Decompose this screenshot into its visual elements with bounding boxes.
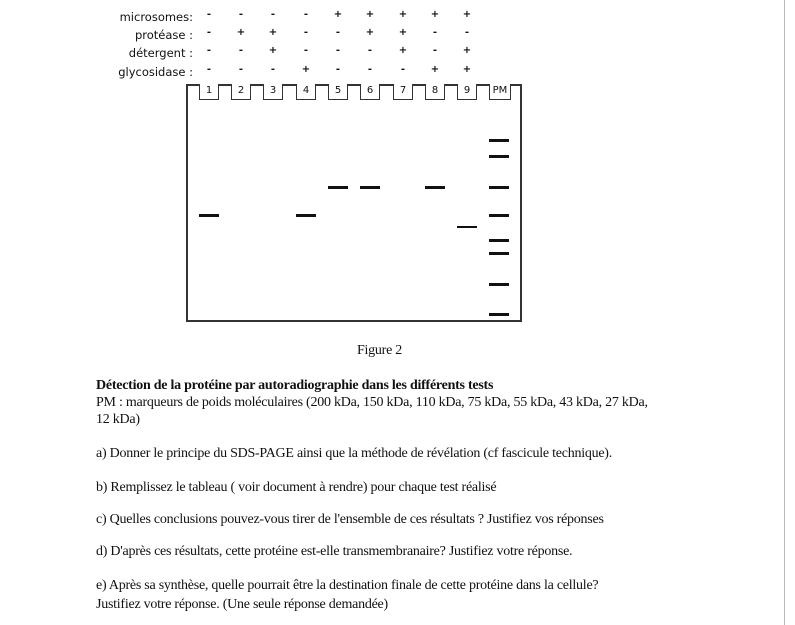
protein-band-lane-8 (425, 186, 445, 189)
condition-sign: + (333, 9, 343, 20)
condition-sign: - (303, 27, 309, 38)
gel-image: 1 2 3 4 5 6 7 8 9 PM (186, 84, 522, 322)
condition-sign: + (462, 9, 472, 20)
protein-band-lane-6 (360, 186, 380, 189)
condition-sign: - (206, 9, 212, 20)
condition-sign: - (270, 9, 276, 20)
question-d: d) D'après ces résultats, cette protéine… (96, 544, 573, 559)
marker-band-150kDa (489, 155, 509, 158)
condition-sign: - (432, 45, 438, 56)
well-lane-8: 8 (425, 84, 445, 100)
condition-sign: - (206, 27, 212, 38)
condition-sign: - (335, 27, 341, 38)
condition-sign: - (206, 45, 212, 56)
condition-sign: + (430, 9, 440, 20)
condition-sign: - (464, 27, 470, 38)
marker-band-12kDa (489, 313, 509, 316)
marker-band-200kDa (489, 139, 509, 142)
condition-sign: + (462, 45, 472, 56)
condition-sign: - (367, 45, 373, 56)
figure-caption: Figure 2 (357, 343, 403, 358)
well-lane-5: 5 (328, 84, 348, 100)
condition-sign: - (367, 64, 373, 75)
condition-sign: - (303, 9, 309, 20)
legend-line-2: 12 kDa) (96, 412, 140, 427)
well-lane-9: 9 (457, 84, 477, 100)
condition-sign: + (268, 27, 278, 38)
condition-label: glycosidase : (118, 65, 193, 79)
well-lane-7: 7 (393, 84, 413, 100)
well-lane-4: 4 (296, 84, 316, 100)
marker-band-43kDa (489, 252, 509, 255)
condition-sign: + (398, 9, 408, 20)
condition-sign: + (365, 9, 375, 20)
well-lane-1: 1 (199, 84, 219, 100)
condition-label: microsomes: (119, 10, 193, 24)
condition-sign: - (206, 64, 212, 75)
question-a: a) Donner le principe du SDS-PAGE ainsi … (96, 446, 612, 461)
condition-sign: - (238, 45, 244, 56)
condition-sign: + (301, 64, 311, 75)
marker-band-110kDa (489, 186, 509, 189)
condition-sign: + (268, 45, 278, 56)
well-lane-3: 3 (263, 84, 283, 100)
condition-sign: + (462, 64, 472, 75)
well-lane-PM: PM (489, 84, 511, 100)
question-b: b) Remplissez le tableau ( voir document… (96, 480, 497, 495)
condition-sign: + (365, 27, 375, 38)
marker-band-55kDa (489, 239, 509, 242)
protein-band-lane-9 (457, 225, 477, 229)
condition-sign: - (238, 9, 244, 20)
condition-sign: - (303, 45, 309, 56)
question-e-continued: Justifiez votre réponse. (Une seule répo… (96, 597, 388, 612)
legend-line-1: PM : marqueurs de poids moléculaires (20… (96, 395, 648, 410)
condition-sign: + (398, 27, 408, 38)
marker-band-27kDa (489, 283, 509, 286)
condition-sign: + (430, 64, 440, 75)
well-lane-2: 2 (231, 84, 251, 100)
question-c: c) Quelles conclusions pouvez-vous tirer… (96, 512, 604, 527)
condition-sign: + (398, 45, 408, 56)
figure-title: Détection de la protéine par autoradiogr… (96, 378, 494, 393)
well-lane-6: 6 (360, 84, 380, 100)
condition-sign: - (400, 64, 406, 75)
condition-sign: - (335, 64, 341, 75)
protein-band-lane-4 (296, 214, 316, 217)
question-e: e) Après sa synthèse, quelle pourrait êt… (96, 578, 599, 593)
condition-sign: - (270, 64, 276, 75)
protein-band-lane-5 (328, 186, 348, 189)
page-edge (784, 0, 785, 625)
marker-band-75kDa (489, 214, 509, 217)
condition-sign: - (432, 27, 438, 38)
protein-band-lane-1 (199, 214, 219, 217)
condition-sign: - (335, 45, 341, 56)
condition-sign: + (236, 27, 246, 38)
condition-sign: - (238, 64, 244, 75)
condition-label: protéase : (134, 28, 193, 42)
condition-label: détergent : (128, 46, 193, 60)
